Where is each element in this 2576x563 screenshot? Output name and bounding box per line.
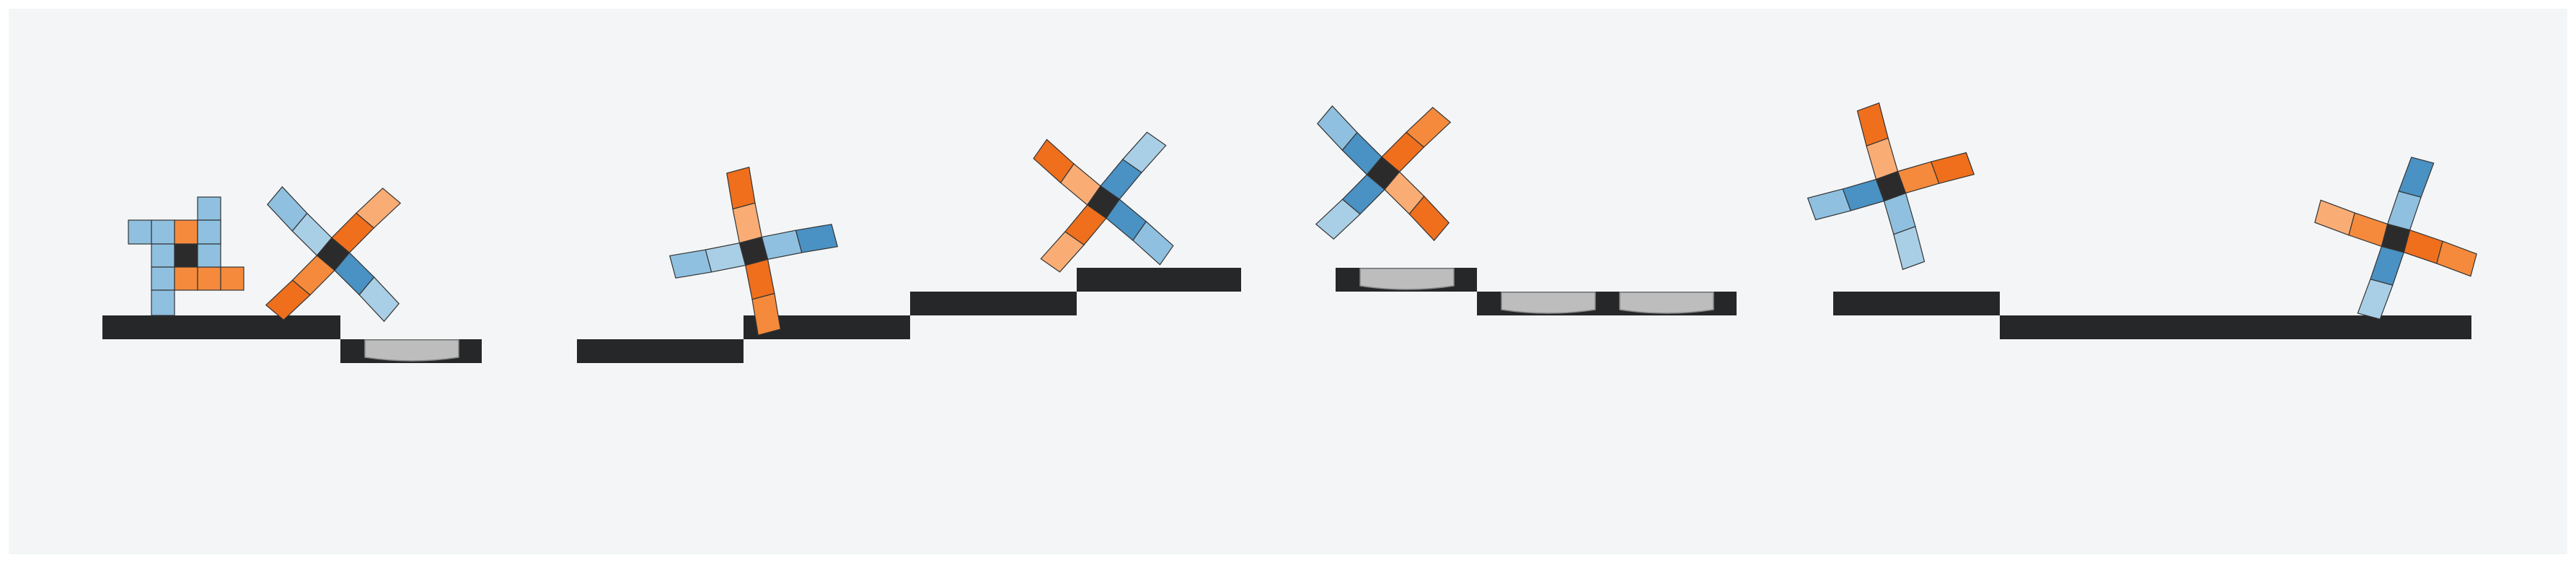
landing-pad-2 [1359, 268, 1455, 290]
robot-7-arm-1 [2403, 229, 2477, 277]
robot-3-arm-1 [761, 224, 839, 261]
robot-6-arm-1-outer [1930, 152, 1975, 184]
robot-2-arm-1-outer [358, 276, 400, 323]
robot-3-arm-4 [726, 166, 763, 244]
robot-2-arm-2 [265, 255, 335, 320]
robot-3-core [738, 236, 769, 266]
robot-6-arm-2 [1883, 192, 1926, 271]
robot-1-cell-10 [220, 266, 244, 291]
robot-7-core [2381, 223, 2411, 253]
landing-pad-1 [364, 339, 459, 362]
robot-3-arm-2 [744, 258, 781, 336]
robot-2 [265, 186, 402, 323]
robot-4-arm-1 [1106, 198, 1174, 266]
robot-6-core [1875, 170, 1907, 202]
platform-block-10 [2000, 315, 2471, 339]
robot-1-cell-9 [197, 266, 221, 291]
figure-panel [9, 9, 2567, 554]
robot-2-arm-3-outer [267, 186, 308, 232]
robot-5-arm-4-outer [1406, 107, 1452, 148]
robot-5-arm-3-outer [1317, 105, 1358, 151]
landing-pads [364, 268, 1714, 362]
robot-2-core [316, 237, 350, 271]
robot-7-arm-2 [2357, 245, 2405, 320]
platform-block-5 [910, 292, 1077, 315]
robot-5-arm-3 [1317, 105, 1382, 175]
robot-4-arm-1-outer [1132, 220, 1174, 266]
platform-block-6 [1077, 268, 1241, 292]
robot-6-arm-2-outer [1893, 225, 1926, 271]
robot-7-arm-3-outer [2314, 199, 2355, 236]
robot-6 [1807, 102, 1975, 271]
robots [128, 102, 2477, 336]
robot-4-arm-4-outer [1121, 131, 1167, 173]
robot-6-arm-1 [1897, 152, 1975, 194]
robot-5-core [1366, 156, 1401, 191]
robot-1-cell-6 [174, 243, 198, 268]
robot-5-arm-2-outer [1315, 198, 1361, 240]
robot-5-arm-1-outer [1408, 196, 1450, 242]
robot-4-arm-3-outer [1033, 139, 1075, 184]
robot-1-cell-7 [151, 266, 175, 291]
robot-7-arm-4-outer [2398, 157, 2435, 198]
robot-1-cell-2 [151, 219, 175, 245]
landing-pad-4 [1619, 292, 1714, 314]
robot-1-cell-8 [174, 266, 198, 291]
robot-7 [2314, 157, 2477, 320]
robot-1-cell-13 [197, 219, 221, 245]
robot-5-arm-2 [1315, 174, 1385, 240]
robot-1 [128, 196, 244, 316]
robot-3-arm-1-outer [795, 224, 839, 253]
platform-block-9 [1833, 292, 2000, 315]
robot-3-arm-3 [669, 242, 746, 279]
robot-4 [1033, 131, 1174, 273]
robot-3-arm-3-outer [669, 249, 713, 279]
robot-4-core [1086, 185, 1121, 219]
robot-1-cell-12 [197, 196, 221, 221]
robot-4-arm-2-outer [1040, 231, 1085, 273]
robot-1-cell-5 [151, 243, 175, 268]
robot-7-arm-2-outer [2357, 279, 2394, 320]
robot-2-arm-3 [267, 186, 332, 256]
robot-1-cell-11 [151, 289, 175, 316]
robot-7-arm-1-outer [2436, 240, 2477, 277]
robot-3-arm-2-outer [751, 292, 781, 336]
platform-block-1 [102, 315, 340, 339]
robot-6-arm-4 [1856, 102, 1899, 180]
robot-1-cell-1 [128, 219, 152, 245]
robot-5 [1315, 105, 1452, 242]
robot-7-arm-3 [2314, 199, 2388, 248]
robot-2-arm-4-outer [356, 188, 402, 229]
robot-3-arm-4-outer [726, 166, 756, 210]
robot-6-arm-4-outer [1856, 102, 1889, 147]
landing-pad-3 [1501, 292, 1596, 314]
robot-1-cell-14 [197, 243, 221, 268]
robot-2-arm-2-outer [265, 279, 311, 320]
platform-block-3 [577, 339, 744, 363]
robot-1-cell-3 [174, 219, 198, 245]
robot-6-arm-3-outer [1807, 188, 1852, 221]
robot-3 [669, 166, 839, 336]
